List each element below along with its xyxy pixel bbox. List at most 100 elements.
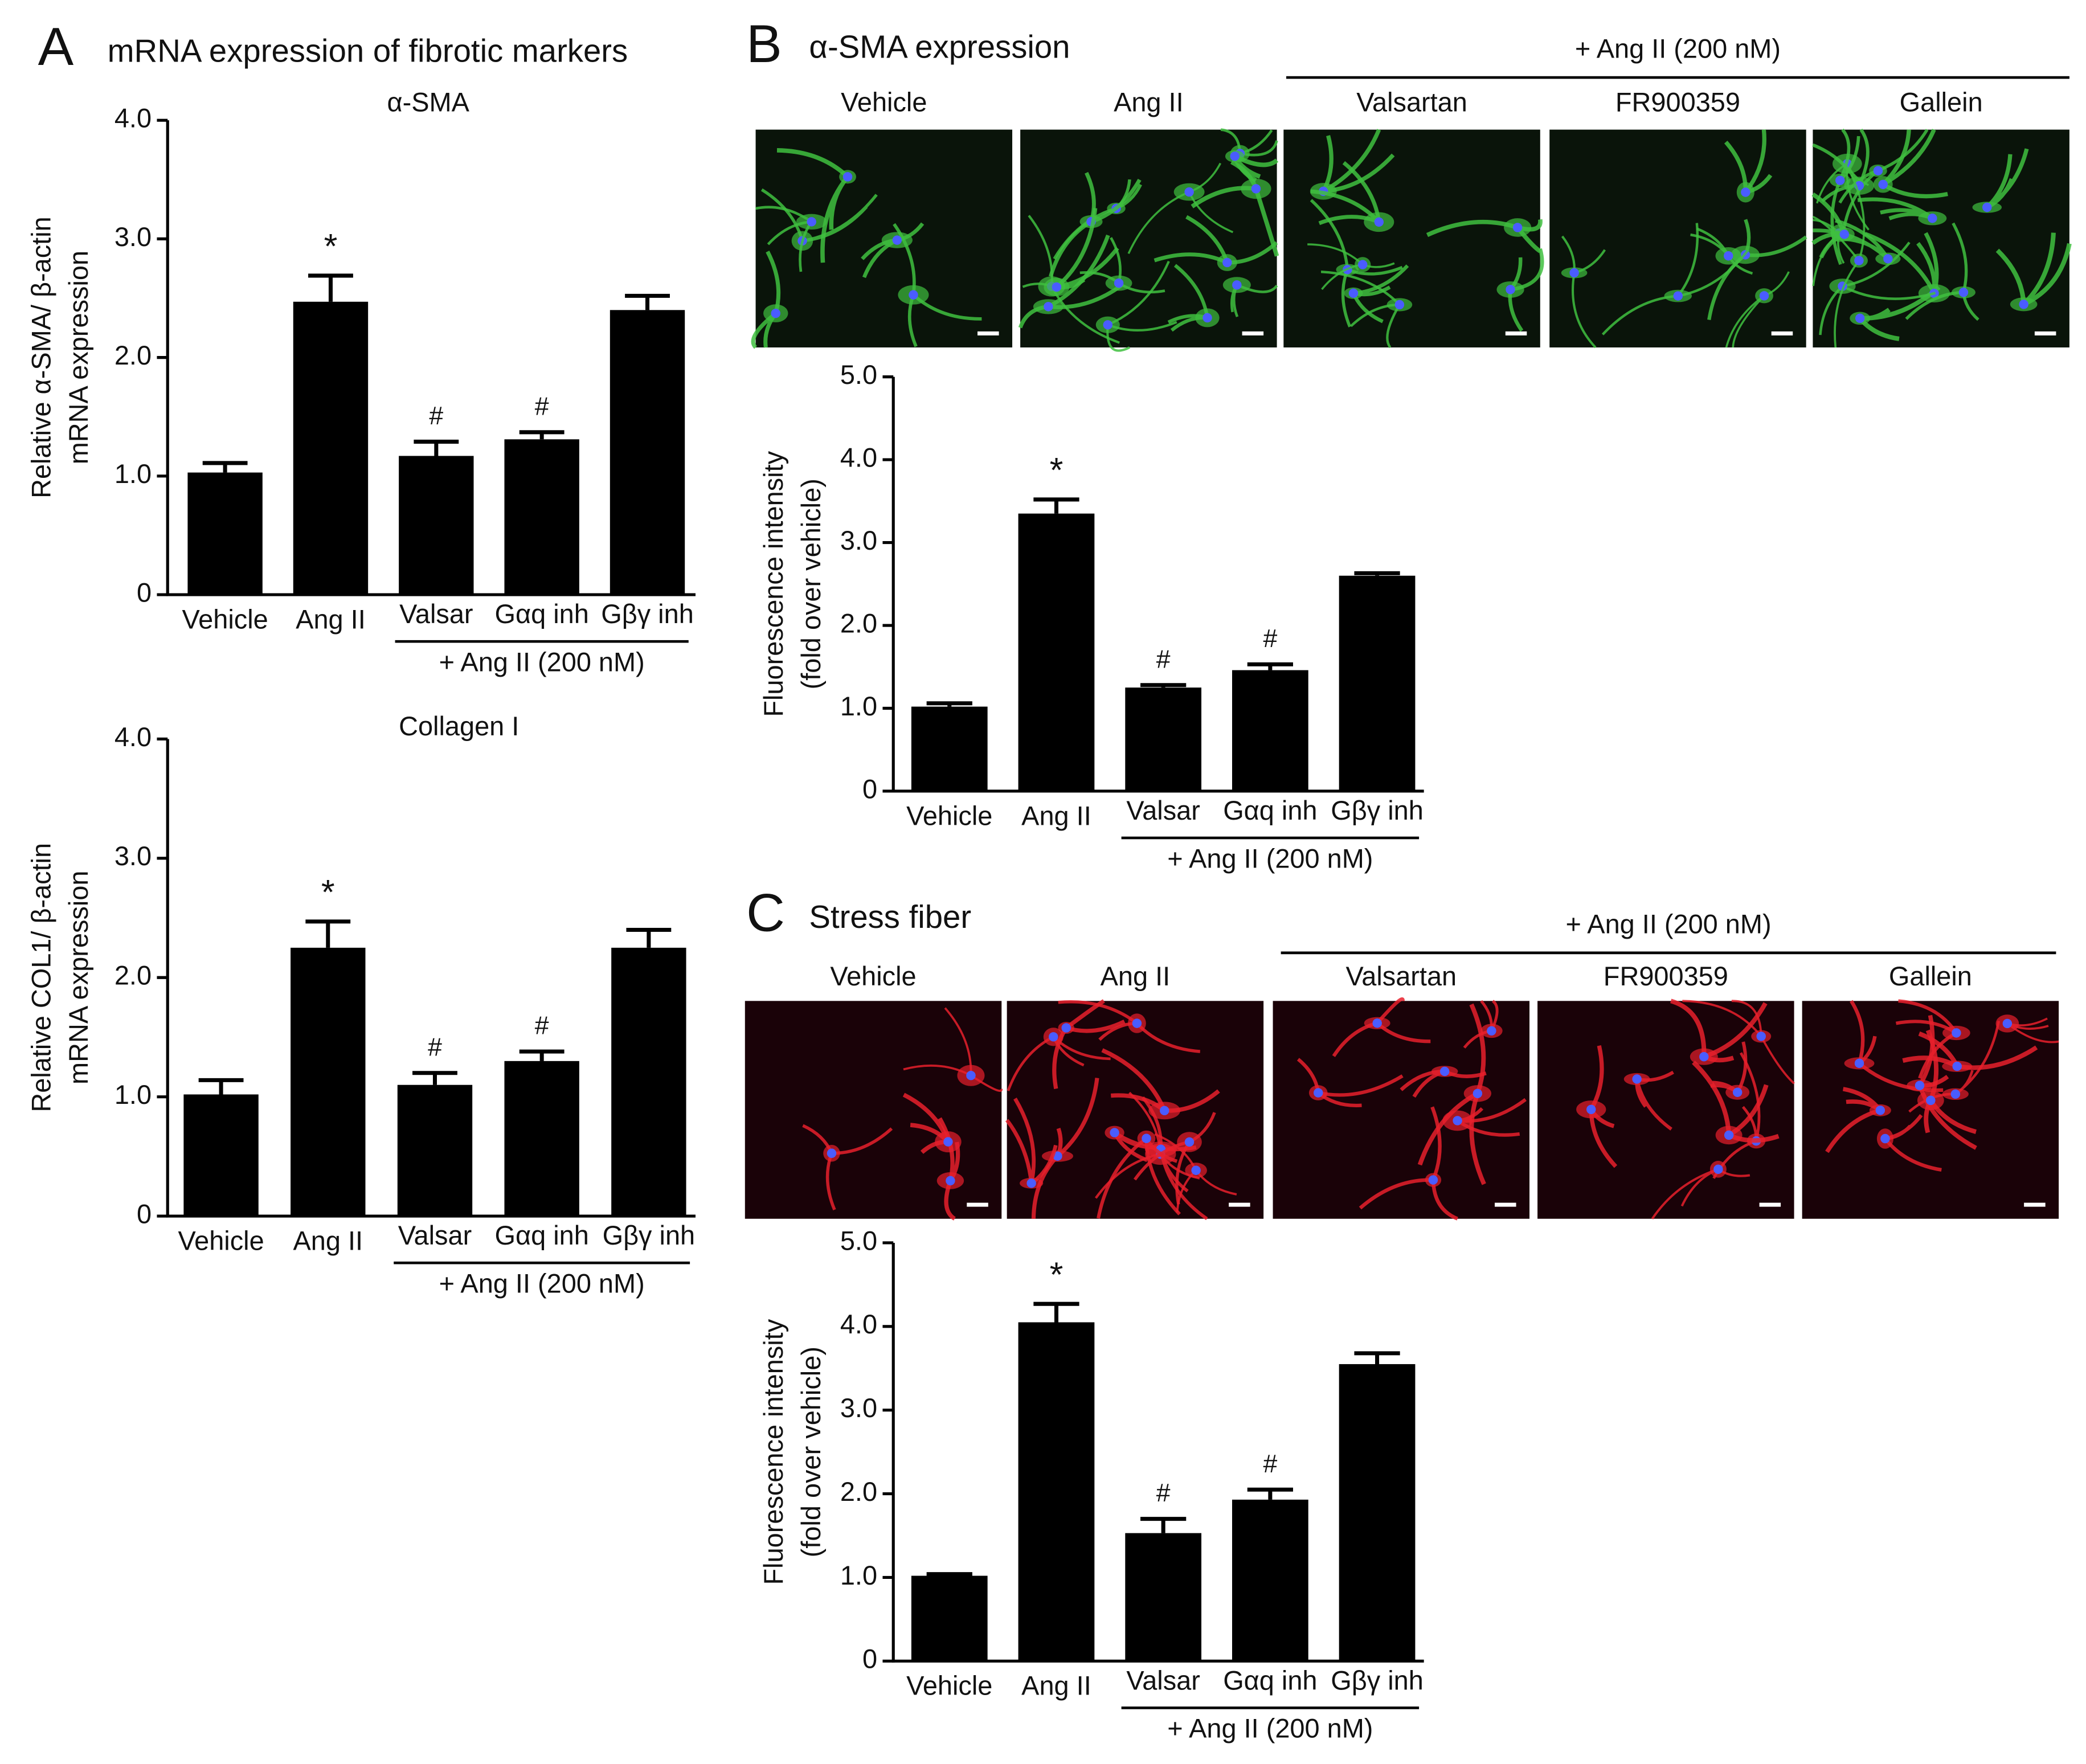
- scale-bar: [1495, 1202, 1516, 1207]
- nucleus: [1428, 1175, 1438, 1185]
- scale-bar: [1229, 1202, 1250, 1207]
- bar: [504, 1061, 579, 1217]
- nucleus: [2019, 300, 2028, 309]
- nucleus: [1880, 1133, 1890, 1144]
- significance-mark: *: [1050, 451, 1064, 489]
- nucleus: [1724, 251, 1733, 261]
- panel-title: Stress fiber: [809, 899, 971, 935]
- error-bar: [519, 1049, 565, 1061]
- chart-title: Collagen I: [399, 711, 519, 741]
- nucleus: [1839, 230, 1850, 239]
- y-axis-label: (fold over vehicle): [796, 478, 826, 689]
- error-bar: [1140, 683, 1187, 688]
- image-label: Valsartan: [1345, 961, 1457, 991]
- nucleus: [946, 1176, 955, 1186]
- nucleus: [892, 235, 902, 245]
- y-tick-label: 0: [862, 774, 877, 804]
- error-bar: [198, 1078, 244, 1095]
- x-tick-label: Gαq inh: [1223, 796, 1317, 825]
- nucleus: [1915, 1080, 1925, 1090]
- group-label: + Ang II (200 nM): [1167, 844, 1373, 873]
- nucleus: [1982, 202, 1992, 212]
- x-tick-label: Ang II: [296, 604, 366, 634]
- nucleus: [943, 1137, 953, 1147]
- nucleus: [1875, 1106, 1885, 1115]
- bar: [1232, 1499, 1308, 1661]
- nucleus: [1160, 1106, 1169, 1116]
- scale-bar: [967, 1202, 988, 1207]
- significance-mark: #: [428, 1033, 442, 1061]
- x-tick-label: Gαq inh: [495, 1221, 589, 1250]
- nucleus: [1374, 217, 1384, 227]
- nucleus: [1854, 1058, 1864, 1069]
- nucleus: [1251, 184, 1261, 194]
- error-bar: [1247, 662, 1293, 670]
- nucleus: [1873, 166, 1883, 175]
- y-tick-label: 5.0: [840, 360, 877, 390]
- nucleus: [1232, 280, 1242, 290]
- group-label: + Ang II (200 nM): [1167, 1714, 1373, 1743]
- x-tick-label: Vehicle: [178, 1226, 264, 1255]
- x-tick-label: Gβγ inh: [601, 599, 694, 629]
- x-tick-label: Gβγ inh: [1331, 796, 1424, 825]
- y-tick-label: 3.0: [114, 222, 152, 252]
- nucleus: [1741, 187, 1750, 197]
- nucleus: [1394, 300, 1405, 310]
- bar: [1018, 1322, 1095, 1661]
- x-tick-label: Vehicle: [182, 604, 268, 634]
- bar: [611, 947, 686, 1217]
- scale-bar: [1242, 331, 1264, 335]
- bar: [1339, 1364, 1416, 1661]
- significance-mark: *: [1050, 1255, 1064, 1294]
- error-bar: [1033, 497, 1079, 514]
- image-label: Vehicle: [830, 961, 916, 991]
- bar: [187, 472, 263, 595]
- nucleus: [1506, 285, 1515, 294]
- error-bar: [519, 430, 565, 440]
- significance-mark: #: [1263, 1450, 1277, 1478]
- significance-mark: #: [429, 402, 443, 430]
- nucleus: [1958, 288, 1969, 297]
- group-label: + Ang II (200 nM): [439, 1268, 645, 1298]
- image-label: FR900359: [1604, 961, 1728, 991]
- nucleus: [1713, 1164, 1723, 1174]
- nucleus: [909, 290, 918, 300]
- nucleus: [827, 1148, 837, 1158]
- y-tick-label: 1.0: [840, 691, 877, 721]
- panel-letter: A: [38, 17, 74, 76]
- nucleus: [2002, 1018, 2013, 1029]
- x-tick-label: Vehicle: [906, 1671, 992, 1701]
- error-bar: [1033, 1301, 1079, 1323]
- nucleus: [1732, 1087, 1743, 1097]
- nucleus: [1103, 320, 1112, 330]
- y-tick-label: 1.0: [840, 1561, 877, 1590]
- cell-fiber: [1812, 174, 1866, 348]
- image-label: Ang II: [1101, 961, 1171, 991]
- x-tick-label: Ang II: [1021, 1671, 1091, 1701]
- bar: [610, 310, 685, 595]
- bar: [1125, 1533, 1202, 1661]
- nucleus: [1114, 278, 1124, 288]
- treatment-label: + Ang II (200 nM): [1565, 909, 1771, 939]
- nucleus: [1191, 1165, 1201, 1175]
- x-tick-label: Valsar: [398, 1221, 472, 1250]
- nucleus: [1142, 1133, 1151, 1143]
- y-tick-label: 3.0: [840, 526, 877, 555]
- error-bar: [1354, 571, 1400, 576]
- nucleus: [1453, 1116, 1462, 1125]
- bar: [1232, 670, 1308, 791]
- nucleus: [1673, 291, 1683, 301]
- nucleus: [1950, 1089, 1961, 1099]
- scale-bar: [1771, 331, 1793, 335]
- nucleus: [1878, 179, 1888, 189]
- nucleus: [1184, 1137, 1195, 1147]
- error-bar: [202, 461, 248, 473]
- y-axis-label: Relative COL1/ β-actin: [26, 843, 56, 1112]
- nucleus: [1855, 313, 1865, 324]
- nucleus: [1487, 1026, 1496, 1036]
- bar: [504, 439, 579, 595]
- nucleus: [1184, 187, 1194, 197]
- nucleus: [1439, 1066, 1450, 1077]
